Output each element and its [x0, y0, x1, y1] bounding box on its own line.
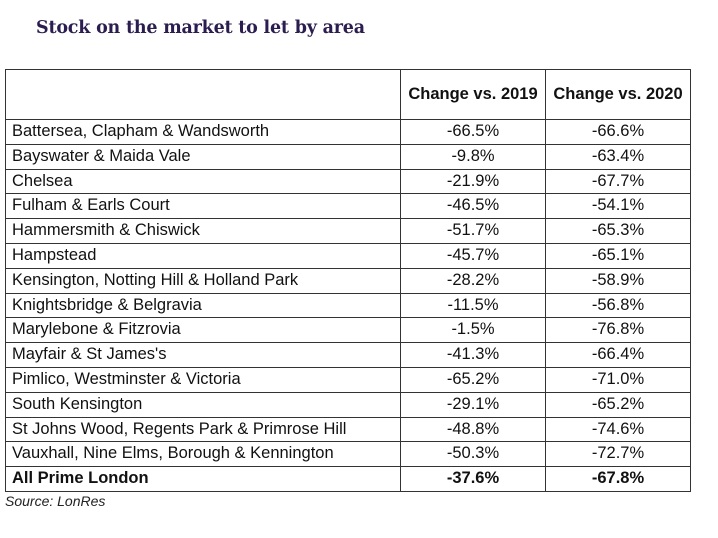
header-row: Change vs. 2019 Change vs. 2020 — [5, 69, 691, 120]
source-note: Source: LonRes — [5, 493, 106, 509]
page-title: Stock on the market to let by area — [36, 18, 365, 38]
area-cell: Kensington, Notting Hill & Holland Park — [5, 267, 401, 294]
change-2019-cell: -66.5% — [400, 119, 546, 145]
change-2020-cell: -76.8% — [545, 317, 691, 344]
area-cell: Pimlico, Westminster & Victoria — [5, 366, 401, 393]
stock-table: Change vs. 2019 Change vs. 2020 Batterse… — [5, 69, 691, 492]
area-cell: Marylebone & Fitzrovia — [5, 317, 401, 344]
header-area — [5, 69, 401, 120]
change-2020-cell: -58.9% — [545, 267, 691, 294]
table-row: Marylebone & Fitzrovia -1.5% -76.8% — [5, 317, 691, 344]
table-row: South Kensington -29.1% -65.2% — [5, 391, 691, 418]
change-2019-cell: -51.7% — [400, 218, 546, 244]
table-row: Pimlico, Westminster & Victoria -65.2% -71… — [5, 366, 691, 393]
area-cell: Hammersmith & Chiswick — [5, 218, 401, 244]
total-row: All Prime London -37.6% -67.8% — [5, 466, 691, 492]
change-2019-cell: -1.5% — [400, 317, 546, 344]
change-2019-cell: -41.3% — [400, 342, 546, 368]
table-row: Vauxhall, Nine Elms, Borough & Kenningto… — [5, 441, 691, 468]
total-change-2020: -67.8% — [545, 466, 691, 492]
table-row: Kensington, Notting Hill & Holland Park -… — [5, 267, 691, 294]
change-2020-cell: -74.6% — [545, 416, 691, 443]
change-2019-cell: -45.7% — [400, 242, 546, 269]
change-2020-cell: -71.0% — [545, 366, 691, 393]
table-row: Battersea, Clapham & Wandsworth -66.5% -66… — [5, 119, 691, 145]
table-row: Mayfair & St James's -41.3% -66.4% — [5, 342, 691, 368]
change-2020-cell: -56.8% — [545, 292, 691, 319]
table-row: Fulham & Earls Court -46.5% -54.1% — [5, 193, 691, 220]
table-row: Bayswater & Maida Vale -9.8% -63.4% — [5, 143, 691, 170]
table-body: Battersea, Clapham & Wandsworth -66.5% -66… — [5, 119, 691, 492]
change-2020-cell: -72.7% — [545, 441, 691, 468]
header-change-2020: Change vs. 2020 — [545, 69, 691, 120]
change-2019-cell: -29.1% — [400, 391, 546, 418]
change-2019-cell: -21.9% — [400, 168, 546, 195]
change-2020-cell: -54.1% — [545, 193, 691, 220]
area-cell: Mayfair & St James's — [5, 342, 401, 368]
change-2020-cell: -63.4% — [545, 143, 691, 170]
area-cell: St Johns Wood, Regents Park & Primrose H… — [5, 416, 401, 443]
change-2019-cell: -50.3% — [400, 441, 546, 468]
change-2020-cell: -66.4% — [545, 342, 691, 368]
table-row: Chelsea -21.9% -67.7% — [5, 168, 691, 195]
table-row: Hampstead -45.7% -65.1% — [5, 242, 691, 269]
area-cell: Hampstead — [5, 242, 401, 269]
change-2019-cell: -28.2% — [400, 267, 546, 294]
change-2020-cell: -65.1% — [545, 242, 691, 269]
header-change-2019: Change vs. 2019 — [400, 69, 546, 120]
area-cell: Knightsbridge & Belgravia — [5, 292, 401, 319]
change-2020-cell: -66.6% — [545, 119, 691, 145]
change-2019-cell: -9.8% — [400, 143, 546, 170]
area-cell: Chelsea — [5, 168, 401, 195]
change-2020-cell: -67.7% — [545, 168, 691, 195]
change-2019-cell: -46.5% — [400, 193, 546, 220]
area-cell: South Kensington — [5, 391, 401, 418]
table-row: Hammersmith & Chiswick -51.7% -65.3% — [5, 218, 691, 244]
area-cell: Fulham & Earls Court — [5, 193, 401, 220]
area-cell: Battersea, Clapham & Wandsworth — [5, 119, 401, 145]
change-2020-cell: -65.3% — [545, 218, 691, 244]
area-cell: Vauxhall, Nine Elms, Borough & Kenningto… — [5, 441, 401, 468]
table-row: St Johns Wood, Regents Park & Primrose H… — [5, 416, 691, 443]
total-area: All Prime London — [5, 466, 401, 492]
table-row: Knightsbridge & Belgravia -11.5% -56.8% — [5, 292, 691, 319]
change-2020-cell: -65.2% — [545, 391, 691, 418]
total-change-2019: -37.6% — [400, 466, 546, 492]
area-cell: Bayswater & Maida Vale — [5, 143, 401, 170]
change-2019-cell: -65.2% — [400, 366, 546, 393]
change-2019-cell: -48.8% — [400, 416, 546, 443]
change-2019-cell: -11.5% — [400, 292, 546, 319]
